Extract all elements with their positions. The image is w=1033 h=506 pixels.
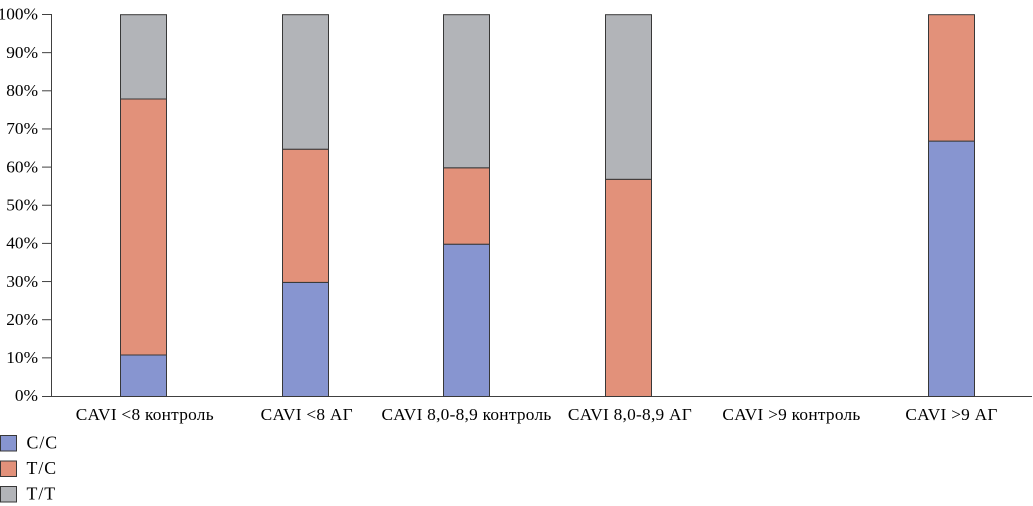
svg-text:10%: 10% — [6, 348, 38, 367]
svg-text:CAVI <8 АГ: CAVI <8 АГ — [261, 405, 353, 424]
svg-text:80%: 80% — [6, 81, 38, 100]
svg-text:50%: 50% — [6, 195, 38, 214]
svg-text:CAVI 8,0-8,9 контроль: CAVI 8,0-8,9 контроль — [381, 405, 551, 424]
svg-text:CAVI >9 контроль: CAVI >9 контроль — [722, 405, 860, 424]
svg-text:100%: 100% — [0, 5, 38, 24]
svg-text:CAVI <8 контроль: CAVI <8 контроль — [76, 405, 214, 424]
svg-text:C/C: C/C — [27, 432, 59, 452]
svg-text:CAVI >9 АГ: CAVI >9 АГ — [905, 405, 997, 424]
svg-text:T/T: T/T — [27, 484, 57, 504]
svg-text:60%: 60% — [6, 157, 38, 176]
svg-text:CAVI 8,0-8,9 АГ: CAVI 8,0-8,9 АГ — [568, 405, 692, 424]
svg-text:90%: 90% — [6, 43, 38, 62]
svg-text:20%: 20% — [6, 310, 38, 329]
svg-text:30%: 30% — [6, 272, 38, 291]
svg-text:40%: 40% — [6, 234, 38, 253]
svg-text:70%: 70% — [6, 119, 38, 138]
svg-text:T/C: T/C — [27, 458, 58, 478]
svg-text:0%: 0% — [15, 386, 38, 405]
